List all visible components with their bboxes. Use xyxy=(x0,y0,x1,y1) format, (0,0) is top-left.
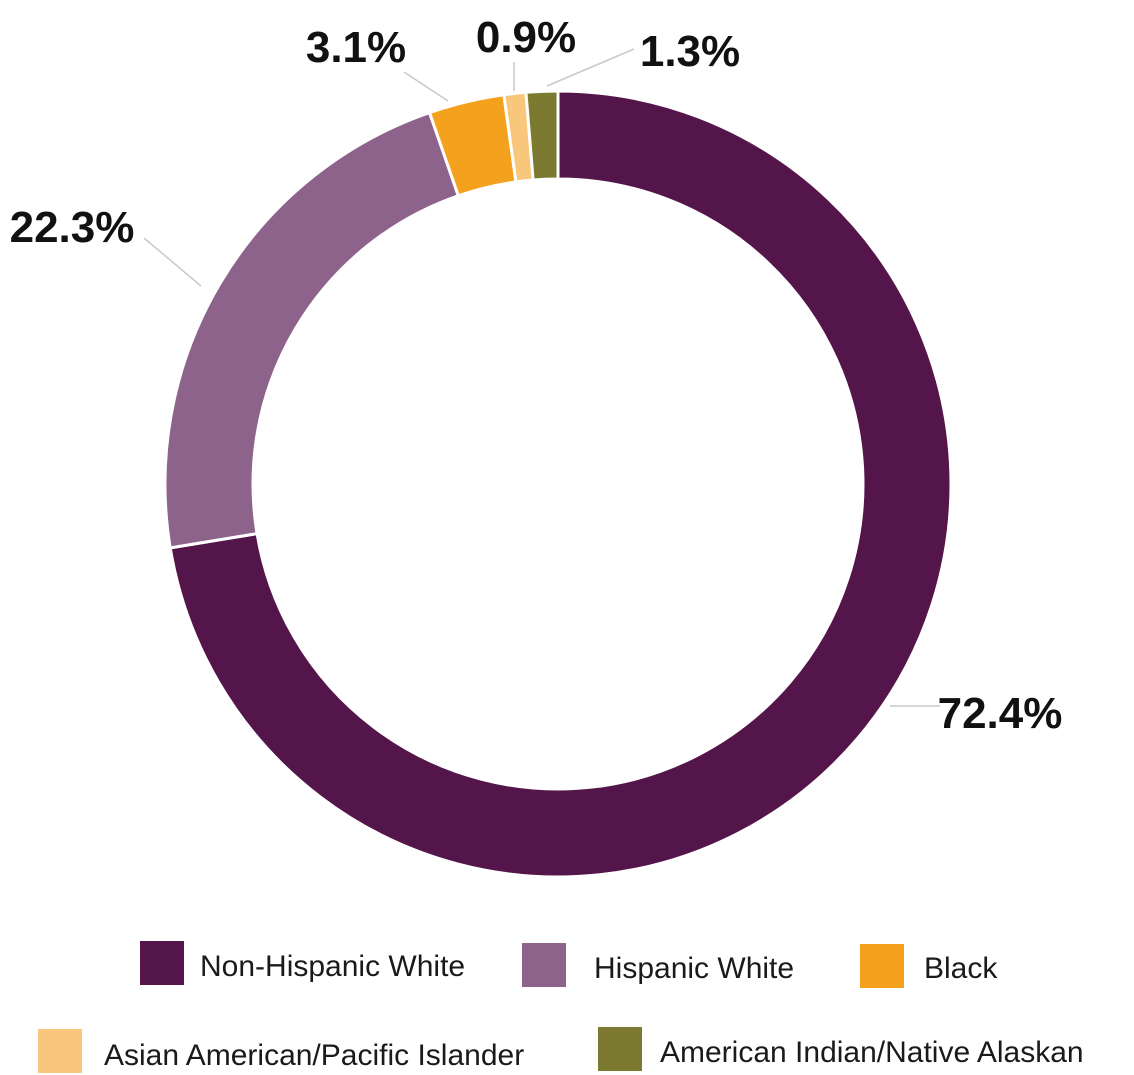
legend-label-hispanic-white: Hispanic White xyxy=(594,952,794,985)
slice-american-indian-native-alaskan xyxy=(524,89,560,182)
legend-swatch-asian-american-pacific-islander xyxy=(38,1029,82,1073)
legend-swatch-black xyxy=(860,944,904,988)
leader-lines xyxy=(143,48,940,707)
leader-line-black xyxy=(403,71,449,102)
slice-hispanic-white xyxy=(163,110,461,550)
leader-line-hispanic-white xyxy=(143,237,202,287)
data-label-hispanic-white: 22.3% xyxy=(10,203,135,252)
legend-label-asian-american-pacific-islander: Asian American/Pacific Islander xyxy=(104,1039,524,1072)
leader-line-american-indian-native-alaskan xyxy=(546,48,635,87)
legend: Non-Hispanic White Hispanic White Black Asi… xyxy=(38,941,1084,1073)
data-label-black: 3.1% xyxy=(306,23,406,72)
legend-swatch-non-hispanic-white xyxy=(140,941,184,985)
legend-swatch-hispanic-white xyxy=(522,943,566,987)
donut-slices xyxy=(163,89,953,879)
data-label-asian-american-pacific-islander: 0.9% xyxy=(476,13,576,62)
legend-swatch-american-indian-native-alaskan xyxy=(598,1027,642,1071)
legend-label-black: Black xyxy=(924,952,998,985)
data-label-non-hispanic-white: 72.4% xyxy=(938,689,1063,738)
slice-non-hispanic-white xyxy=(168,89,953,879)
legend-label-non-hispanic-white: Non-Hispanic White xyxy=(200,950,465,983)
data-labels: 72.4% 22.3% 3.1% 0.9% 1.3% xyxy=(10,13,1063,738)
data-label-american-indian-native-alaskan: 1.3% xyxy=(640,27,740,76)
legend-label-american-indian-native-alaskan: American Indian/Native Alaskan xyxy=(660,1036,1084,1069)
